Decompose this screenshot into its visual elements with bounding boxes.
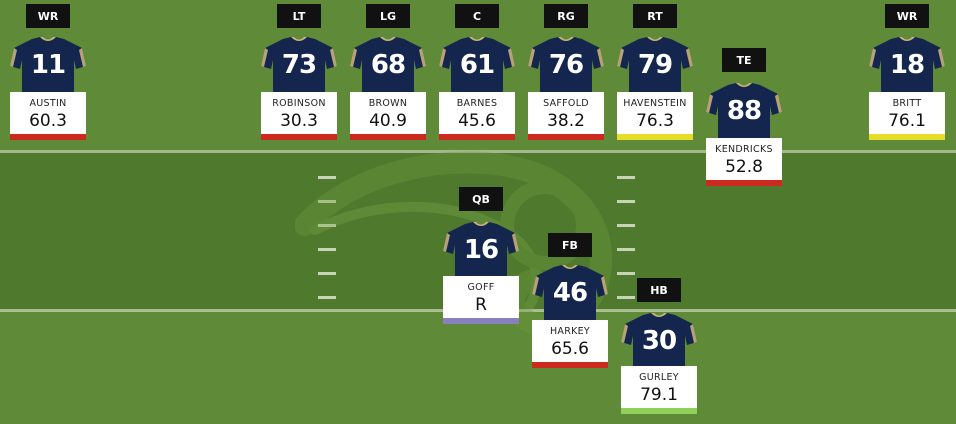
grade-color-bar	[532, 362, 608, 368]
grade-color-bar	[350, 134, 426, 140]
grade-card: SAFFOLD 38.2	[528, 92, 604, 140]
player-name: GURLEY	[639, 372, 679, 383]
jersey-icon: 30	[621, 312, 697, 372]
jersey-icon: 76	[528, 36, 604, 96]
grade-card: BROWN 40.9	[350, 92, 426, 140]
position-tag: WR	[885, 4, 929, 28]
hash-mark	[617, 200, 635, 203]
jersey-icon: 46	[532, 264, 608, 324]
player-name: BARNES	[456, 98, 498, 109]
player-grade: 45.6	[458, 111, 496, 131]
grade-color-bar	[528, 134, 604, 140]
jersey-icon: 61	[439, 36, 515, 96]
hash-mark	[318, 272, 336, 275]
jersey-icon: 68	[350, 36, 426, 96]
jersey-icon: 79	[617, 36, 693, 96]
jersey-number: 88	[726, 96, 762, 126]
player-name: BRITT	[892, 98, 922, 109]
grade-color-bar	[439, 134, 515, 140]
grade-card: KENDRICKS 52.8	[706, 138, 782, 186]
position-tag: WR	[26, 4, 70, 28]
jersey-number: 79	[637, 50, 673, 80]
jersey-icon: 18	[869, 36, 945, 96]
jersey-icon: 16	[443, 221, 519, 281]
player-name: HARKEY	[549, 326, 591, 337]
jersey-number: 16	[463, 235, 499, 265]
jersey-number: 73	[281, 50, 317, 80]
player-grade: 76.3	[636, 111, 674, 131]
grade-color-bar	[617, 134, 693, 140]
grade-color-bar	[706, 180, 782, 186]
position-tag: C	[455, 4, 499, 28]
grade-card: BRITT 76.1	[869, 92, 945, 140]
position-tag: QB	[459, 187, 503, 211]
grade-card: GURLEY 79.1	[621, 366, 697, 414]
player-name: ROBINSON	[272, 98, 326, 109]
grade-card: AUSTIN 60.3	[10, 92, 86, 140]
hash-mark	[617, 224, 635, 227]
hash-mark	[617, 296, 635, 299]
player-grade: 79.1	[640, 385, 678, 405]
jersey-icon: 73	[261, 36, 337, 96]
grade-color-bar	[443, 318, 519, 324]
player-grade: 76.1	[888, 111, 926, 131]
grade-card: ROBINSON 30.3	[261, 92, 337, 140]
jersey-number: 18	[889, 50, 925, 80]
player-grade: 40.9	[369, 111, 407, 131]
position-tag: HB	[637, 278, 681, 302]
player-grade: 60.3	[29, 111, 67, 131]
jersey-icon: 11	[10, 36, 86, 96]
grade-card: BARNES 45.6	[439, 92, 515, 140]
position-tag: FB	[548, 233, 592, 257]
yard-line-upper	[0, 150, 956, 153]
player-grade: 65.6	[551, 339, 589, 359]
position-tag: LG	[366, 4, 410, 28]
player-grade: 30.3	[280, 111, 318, 131]
position-tag: TE	[722, 48, 766, 72]
jersey-number: 61	[459, 50, 495, 80]
hash-mark	[617, 248, 635, 251]
jersey-number: 76	[548, 50, 584, 80]
jersey-number: 68	[370, 50, 406, 80]
hash-mark	[318, 296, 336, 299]
jersey-number: 11	[30, 50, 66, 80]
hash-mark	[617, 272, 635, 275]
hash-mark	[617, 176, 635, 179]
player-grade: R	[475, 295, 487, 315]
player-name: HAVENSTEIN	[623, 98, 687, 109]
hash-mark	[318, 248, 336, 251]
player-name: GOFF	[467, 282, 495, 293]
grade-card: GOFF R	[443, 276, 519, 324]
player-name: SAFFOLD	[543, 98, 589, 109]
grade-card: HARKEY 65.6	[532, 320, 608, 368]
grade-card: HAVENSTEIN 76.3	[617, 92, 693, 140]
position-tag: LT	[277, 4, 321, 28]
grade-color-bar	[621, 408, 697, 414]
position-tag: RT	[633, 4, 677, 28]
hash-mark	[318, 176, 336, 179]
jersey-number: 46	[552, 278, 588, 308]
player-grade: 52.8	[725, 157, 763, 177]
player-name: BROWN	[368, 98, 408, 109]
player-name: AUSTIN	[29, 98, 67, 109]
player-grade: 38.2	[547, 111, 585, 131]
grade-color-bar	[261, 134, 337, 140]
player-name: KENDRICKS	[715, 144, 773, 155]
hash-mark	[318, 224, 336, 227]
jersey-icon: 88	[706, 82, 782, 142]
grade-color-bar	[869, 134, 945, 140]
grade-color-bar	[10, 134, 86, 140]
position-tag: RG	[544, 4, 588, 28]
hash-mark	[318, 200, 336, 203]
jersey-number: 30	[641, 326, 677, 356]
